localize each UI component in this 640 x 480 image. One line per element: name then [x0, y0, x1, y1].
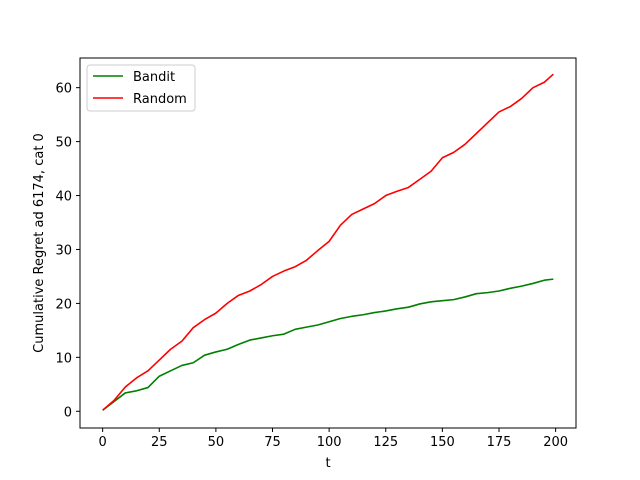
series-line-random: [102, 73, 554, 411]
x-tick-label: 25: [151, 435, 168, 450]
legend: Bandit Random: [86, 64, 196, 112]
y-tick-label: 40: [55, 190, 72, 205]
x-tick-label: 175: [487, 435, 512, 450]
series-line-bandit: [102, 278, 554, 411]
legend-label-random: Random: [133, 92, 187, 107]
y-tick-label: 50: [55, 136, 72, 151]
y-tick-label: 30: [55, 243, 72, 258]
series-layer: [102, 73, 554, 411]
y-tick-label: 0: [64, 405, 72, 420]
x-tick-label: 150: [430, 435, 455, 450]
y-tick-label: 10: [55, 351, 72, 366]
x-axis-label: t: [325, 456, 330, 471]
y-tick-label: 60: [55, 82, 72, 97]
x-tick-label: 75: [264, 435, 281, 450]
legend-label-bandit: Bandit: [133, 70, 175, 85]
x-tick-label: 50: [208, 435, 225, 450]
x-tick-label: 200: [543, 435, 568, 450]
plot-frame: [79, 57, 577, 429]
y-tick-label: 20: [55, 297, 72, 312]
y-axis-ticks: 0 10 20 30 40 50 60: [55, 82, 80, 420]
x-axis-ticks: 0 25 50 75 100 125 150 175 200: [99, 428, 568, 450]
x-tick-label: 0: [99, 435, 107, 450]
y-axis-label: Cumulative Regret ad 6174, cat 0: [32, 133, 47, 353]
x-tick-label: 125: [373, 435, 398, 450]
x-tick-label: 100: [317, 435, 342, 450]
